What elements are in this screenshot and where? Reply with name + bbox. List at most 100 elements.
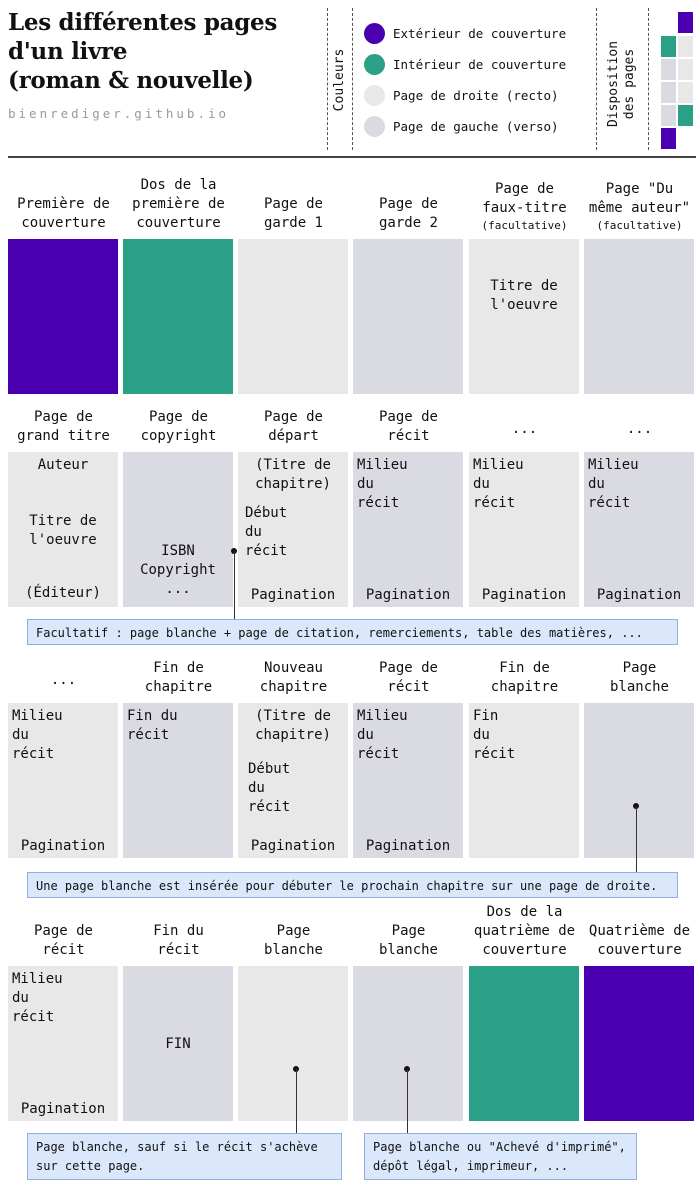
legend-item: Page de gauche (verso) bbox=[364, 115, 559, 137]
page-content-text: (Titre de chapitre) bbox=[255, 708, 331, 743]
page-verso: Milieu du récit Pagination bbox=[584, 452, 694, 607]
page-label: ... bbox=[6, 671, 121, 690]
page-label-line: ... bbox=[50, 672, 77, 688]
mini-page-verso bbox=[661, 105, 676, 126]
page-interior bbox=[469, 966, 579, 1121]
page-label-line: couverture bbox=[482, 942, 567, 958]
page-recto: Milieu du récit Pagination bbox=[469, 452, 579, 607]
layout-label-line: des pages bbox=[622, 48, 637, 120]
title-line: d'un livre bbox=[8, 38, 128, 65]
page-recto: (Titre de chapitre) Début du récit Paginat… bbox=[238, 703, 348, 858]
legend-swatch bbox=[364, 53, 385, 75]
page-label: Page de récit bbox=[6, 922, 121, 960]
page-exterior bbox=[584, 966, 694, 1121]
title-line: Les différentes pages bbox=[8, 9, 278, 36]
page-label: ... bbox=[467, 420, 582, 439]
page-label-line: Quatrième de bbox=[588, 923, 691, 939]
page-label: Page de récit bbox=[351, 659, 466, 697]
page-content-text: ISBN Copyright ... bbox=[140, 543, 216, 597]
page-label-line: faux-titre bbox=[482, 200, 567, 216]
page-label-line: garde 2 bbox=[378, 215, 438, 231]
page-verso: Fin du récit bbox=[123, 703, 233, 858]
page-content-text: Milieu du récit bbox=[473, 457, 524, 511]
page-label: Page blanche bbox=[582, 659, 697, 697]
divider bbox=[327, 8, 328, 150]
page-content-text: Pagination bbox=[365, 838, 451, 854]
page-verso bbox=[353, 239, 463, 394]
page-label-line: Page bbox=[391, 923, 426, 939]
site-url: bienrediger.github.io bbox=[8, 106, 230, 121]
page-label-line: départ bbox=[268, 428, 319, 444]
legend-label: Intérieur de couverture bbox=[393, 56, 567, 72]
page-verso: Milieu du récit Pagination bbox=[353, 703, 463, 858]
divider bbox=[596, 8, 597, 150]
page-recto: Milieu du récit Pagination bbox=[8, 966, 118, 1121]
divider bbox=[352, 8, 353, 150]
page-label-line: Page de bbox=[263, 409, 323, 425]
mini-page-interior bbox=[661, 36, 676, 57]
page-content-text: (Éditeur) bbox=[25, 585, 101, 601]
page-label: Page de copyright bbox=[121, 408, 236, 446]
connector-line bbox=[296, 1069, 297, 1133]
page-recto bbox=[238, 966, 348, 1121]
page-verso bbox=[584, 703, 694, 858]
page-label-line: ... bbox=[626, 421, 653, 437]
page-content-text: Pagination bbox=[365, 587, 451, 603]
page-content-text: Fin du récit bbox=[127, 708, 178, 743]
page-exterior bbox=[8, 239, 118, 394]
page-label-line: Fin de bbox=[499, 660, 550, 676]
page-label-line: Dos de la bbox=[140, 177, 217, 193]
legend-swatch bbox=[364, 84, 385, 106]
legend-label: Page de droite (recto) bbox=[393, 87, 559, 103]
page-label-line: Page de bbox=[378, 409, 438, 425]
page-label: Page blanche bbox=[351, 922, 466, 960]
page-content-text: Milieu du récit bbox=[588, 457, 639, 511]
page-recto bbox=[238, 239, 348, 394]
note-blank-page-end: Page blanche, sauf si le récit s'achève … bbox=[27, 1133, 342, 1180]
page-recto: Fin du récit bbox=[469, 703, 579, 858]
page-label-line: couverture bbox=[136, 215, 221, 231]
page-recto: Milieu du récit Pagination bbox=[8, 703, 118, 858]
title-line: (roman & nouvelle) bbox=[8, 67, 254, 94]
page-content-text: Milieu du récit bbox=[357, 457, 408, 511]
mini-page-verso bbox=[661, 59, 676, 80]
page-label-line: Page de bbox=[494, 181, 554, 197]
page-label: Fin du récit bbox=[121, 922, 236, 960]
page-content-text: Auteur bbox=[37, 457, 89, 473]
page-recto: Auteur Titre de l'oeuvre (Éditeur) bbox=[8, 452, 118, 607]
page-verso: FIN bbox=[123, 966, 233, 1121]
page-label-line: couverture bbox=[597, 942, 682, 958]
page-label-line: blanche bbox=[609, 679, 669, 695]
page-label-line: Page de bbox=[33, 409, 93, 425]
connector-line bbox=[234, 551, 235, 619]
page-label: Page de garde 2 bbox=[351, 195, 466, 233]
legend-item: Intérieur de couverture bbox=[364, 53, 566, 75]
page-label-line: copyright bbox=[140, 428, 217, 444]
page-label-line: Page de bbox=[378, 196, 438, 212]
note-optional-pages: Facultatif : page blanche + page de cita… bbox=[27, 619, 678, 645]
page-label: Première de couverture bbox=[6, 195, 121, 233]
page-label-line: chapitre bbox=[490, 679, 559, 695]
page-label-line: Page de bbox=[148, 409, 208, 425]
page-verso bbox=[584, 239, 694, 394]
page-label: ... bbox=[582, 420, 697, 439]
page-label: Page de garde 1 bbox=[236, 195, 351, 233]
page-content-text: Pagination bbox=[20, 838, 106, 854]
optional-tag: (facultative) bbox=[481, 219, 568, 232]
page-content-text: Pagination bbox=[250, 838, 336, 854]
page-label-line: chapitre bbox=[144, 679, 213, 695]
page-label: Dos de la première de couverture bbox=[121, 176, 236, 233]
page-label-line: quatrième de bbox=[473, 923, 576, 939]
page-label-line: même auteur" bbox=[588, 200, 691, 216]
page-content-text: Milieu du récit bbox=[357, 708, 408, 762]
mini-page-exterior bbox=[678, 12, 693, 33]
page-label-line: Page de bbox=[263, 196, 323, 212]
page-content-text: (Titre de chapitre) bbox=[255, 457, 331, 492]
page-content-text: Début du récit bbox=[248, 761, 291, 815]
page-label-line: blanche bbox=[378, 942, 438, 958]
mini-page-exterior bbox=[661, 128, 676, 149]
page-label-line: Page de bbox=[33, 923, 93, 939]
page-recto: Titre de l'oeuvre bbox=[469, 239, 579, 394]
page-label-line: garde 1 bbox=[263, 215, 323, 231]
page-content-text: Début du récit bbox=[245, 505, 288, 559]
